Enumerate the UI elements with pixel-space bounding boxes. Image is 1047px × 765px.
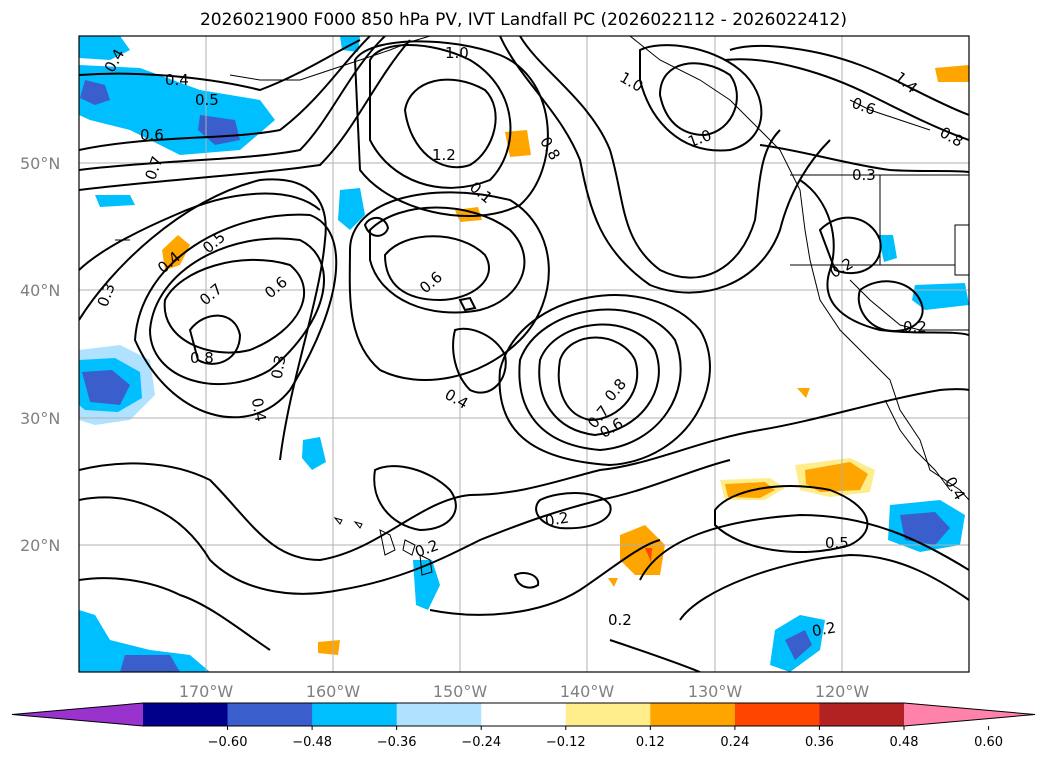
svg-text:0.2: 0.2: [811, 618, 838, 640]
colorbar-segment: [481, 703, 567, 726]
svg-text:1.2: 1.2: [432, 146, 456, 164]
colorbar-segment: [734, 703, 820, 726]
pv-contours: [79, 36, 969, 672]
colorbar-segment: [396, 703, 482, 726]
colorbar-tick-label: 0.36: [805, 735, 834, 750]
colorbar-segment: [650, 703, 736, 726]
svg-text:0.4: 0.4: [248, 396, 270, 423]
colorbar-tick-label: −0.24: [461, 735, 501, 750]
lon-label: 140°W: [560, 682, 615, 701]
svg-text:0.2: 0.2: [544, 508, 571, 530]
longitude-labels: 170°W 160°W 150°W 140°W 130°W 120°W: [179, 682, 870, 701]
colorbar-tick-label: −0.48: [292, 735, 332, 750]
lon-label: 150°W: [433, 682, 488, 701]
map-title: 2026021900 F000 850 hPa PV, IVT Landfall…: [199, 10, 847, 30]
colorbar-tick-label: 0.60: [974, 735, 1003, 750]
svg-text:0.2: 0.2: [903, 318, 927, 336]
svg-text:0.3: 0.3: [268, 354, 290, 381]
lon-label: 170°W: [179, 682, 234, 701]
svg-text:1.0: 1.0: [445, 44, 469, 62]
colorbar-tick-label: 0.24: [720, 735, 749, 750]
colorbar-segment: [227, 703, 313, 726]
colorbar-segment: [819, 703, 905, 726]
svg-text:0.5: 0.5: [825, 534, 849, 552]
colorbar-tick-label: 0.12: [636, 735, 665, 750]
lat-label: 50°N: [20, 154, 60, 173]
lat-label: 30°N: [20, 409, 60, 428]
lat-label: 40°N: [20, 281, 60, 300]
svg-text:0.8: 0.8: [190, 349, 214, 367]
lon-label: 160°W: [306, 682, 361, 701]
graticule: [79, 36, 969, 672]
svg-text:0.3: 0.3: [852, 166, 876, 184]
colorbar-segment: [565, 703, 651, 726]
map-frame: [78, 35, 970, 673]
colorbar-tick-label: −0.36: [377, 735, 417, 750]
coastlines: [115, 36, 969, 576]
svg-text:0.4: 0.4: [165, 71, 189, 89]
svg-text:0.5: 0.5: [195, 91, 219, 109]
pv-shading: [79, 36, 969, 672]
lon-label: 120°W: [815, 682, 870, 701]
colorbar-segment: [143, 703, 229, 726]
colorbar-segment: [312, 703, 398, 726]
lat-label: 20°N: [20, 536, 60, 555]
colorbar: −0.60 −0.48 −0.36 −0.24 −0.12 0.12 0.24 0.36 0.4…: [11, 702, 1036, 750]
svg-text:0.2: 0.2: [608, 611, 632, 629]
lon-label: 130°W: [688, 682, 743, 701]
colorbar-tick-label: −0.60: [208, 735, 248, 750]
colorbar-outline: [11, 702, 1036, 727]
svg-text:0.6: 0.6: [140, 126, 164, 144]
colorbar-tick-label: 0.48: [890, 735, 919, 750]
latitude-labels: 50°N 40°N 30°N 20°N: [20, 154, 60, 555]
colorbar-extend-min: [12, 703, 143, 726]
colorbar-tick-label: −0.12: [546, 735, 586, 750]
colorbar-extend-max: [904, 703, 1035, 726]
